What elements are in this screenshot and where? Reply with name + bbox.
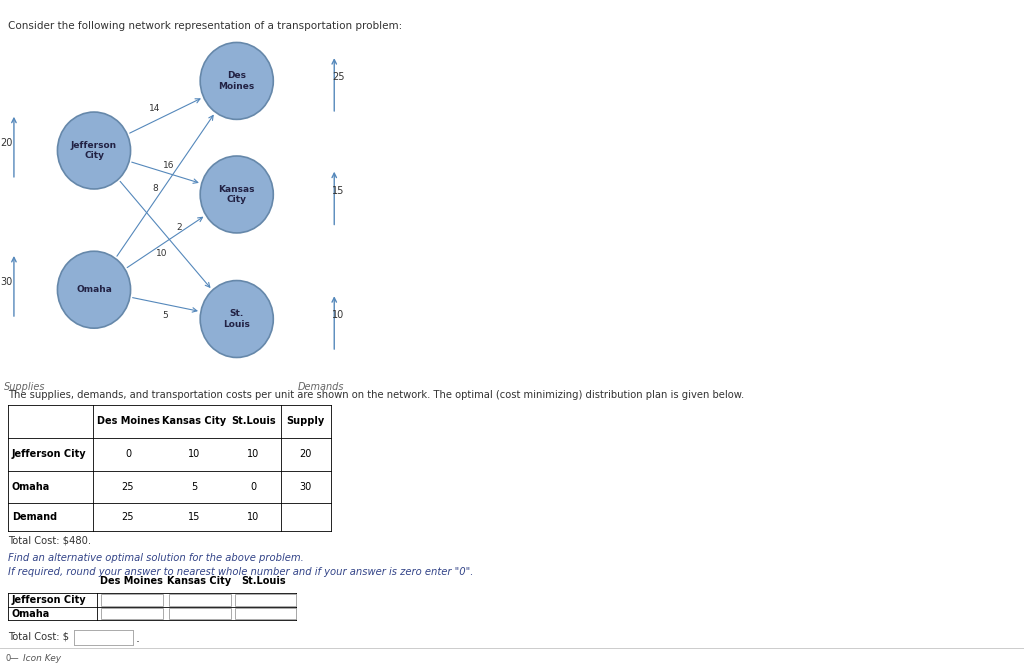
Text: 10: 10	[247, 512, 259, 522]
Text: Des Moines: Des Moines	[96, 416, 160, 426]
Text: Supplies: Supplies	[3, 382, 45, 392]
Text: St.Louis: St.Louis	[242, 576, 286, 587]
Text: St.
Louis: St. Louis	[223, 309, 250, 329]
Text: Omaha: Omaha	[11, 609, 50, 619]
Text: Total Cost: $480.: Total Cost: $480.	[8, 535, 91, 545]
Text: 30: 30	[0, 277, 12, 288]
Text: Supply: Supply	[287, 416, 325, 426]
Text: 0: 0	[250, 482, 256, 492]
FancyBboxPatch shape	[100, 608, 163, 619]
Text: Des Moines: Des Moines	[100, 576, 163, 587]
Text: 10: 10	[333, 310, 345, 320]
Text: 8: 8	[152, 184, 158, 194]
Text: Kansas
City: Kansas City	[218, 184, 255, 204]
Text: Consider the following network representation of a transportation problem:: Consider the following network represent…	[8, 21, 402, 31]
Text: 0—: 0—	[5, 653, 18, 663]
Text: 14: 14	[150, 104, 161, 113]
FancyBboxPatch shape	[234, 594, 296, 606]
Text: Icon Key: Icon Key	[23, 653, 60, 663]
Text: St.Louis: St.Louis	[231, 416, 275, 426]
Text: Demands: Demands	[298, 382, 345, 392]
FancyBboxPatch shape	[234, 608, 296, 619]
Text: 20: 20	[0, 138, 12, 149]
Circle shape	[57, 251, 131, 328]
Text: Kansas City: Kansas City	[167, 576, 230, 587]
Text: 15: 15	[188, 512, 201, 522]
FancyBboxPatch shape	[169, 608, 231, 619]
Text: 25: 25	[332, 72, 345, 83]
Text: 15: 15	[333, 186, 345, 196]
Text: Omaha: Omaha	[76, 285, 112, 294]
Text: Find an alternative optimal solution for the above problem.: Find an alternative optimal solution for…	[8, 553, 304, 563]
Text: Total Cost: $: Total Cost: $	[8, 631, 70, 641]
Circle shape	[201, 43, 273, 119]
Text: Jefferson City: Jefferson City	[12, 449, 86, 460]
Circle shape	[201, 156, 273, 233]
Text: 20: 20	[300, 449, 312, 460]
Text: 10: 10	[156, 248, 168, 258]
Text: 16: 16	[163, 161, 175, 170]
Text: Omaha: Omaha	[12, 482, 50, 492]
Text: 0: 0	[125, 449, 131, 460]
Text: .: .	[135, 631, 139, 645]
FancyBboxPatch shape	[169, 594, 231, 606]
Text: The supplies, demands, and transportation costs per unit are shown on the networ: The supplies, demands, and transportatio…	[8, 390, 744, 400]
Text: 10: 10	[247, 449, 259, 460]
Text: 25: 25	[122, 512, 134, 522]
Text: 5: 5	[163, 311, 168, 320]
Text: If required, round your answer to nearest whole number and if your answer is zer: If required, round your answer to neares…	[8, 567, 473, 577]
Circle shape	[57, 112, 131, 189]
Text: Des
Moines: Des Moines	[218, 71, 255, 91]
Text: Demand: Demand	[12, 512, 57, 522]
Circle shape	[201, 280, 273, 358]
Text: 5: 5	[191, 482, 198, 492]
Text: Jefferson
City: Jefferson City	[71, 141, 117, 161]
Text: 25: 25	[122, 482, 134, 492]
Text: Jefferson City: Jefferson City	[11, 595, 86, 605]
Text: Kansas City: Kansas City	[162, 416, 226, 426]
Text: 2: 2	[176, 223, 182, 232]
Text: 30: 30	[300, 482, 312, 492]
FancyBboxPatch shape	[100, 594, 163, 606]
Text: 10: 10	[188, 449, 201, 460]
